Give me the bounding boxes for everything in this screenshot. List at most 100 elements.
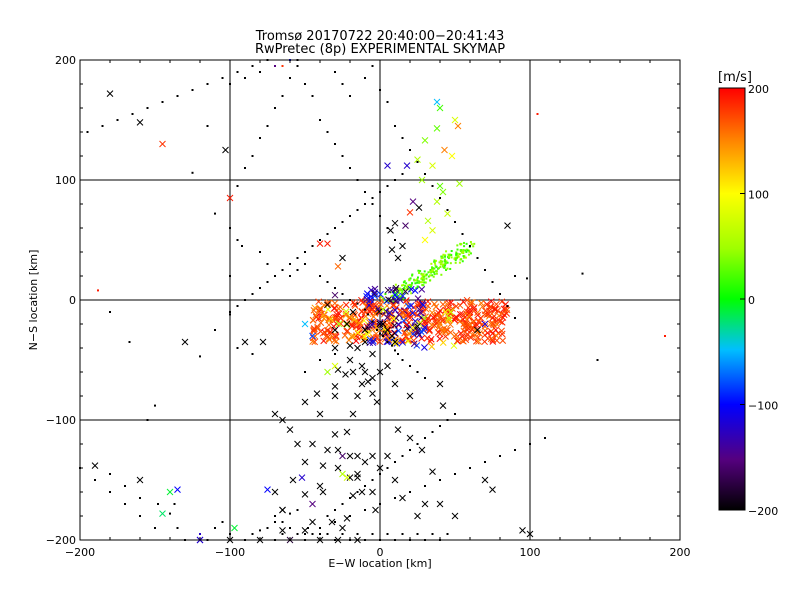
data-point [336,303,344,311]
data-point [456,254,459,257]
data-point [349,95,351,97]
data-point [334,71,336,73]
data-point [191,171,194,174]
data-point [294,440,301,448]
data-point [519,527,526,534]
data-point [461,233,464,235]
data-point [506,305,509,307]
colorbar-ticks: 200 100 0 −100 −200 [740,83,778,518]
data-point [174,486,181,493]
data-point [469,252,472,255]
data-point [320,311,327,319]
data-point [429,468,436,475]
data-point [251,65,254,67]
data-point [421,344,428,351]
data-point [421,278,424,281]
data-point [279,506,286,514]
data-point [388,286,395,294]
data-point [451,314,459,322]
data-point [350,316,358,323]
data-point [466,306,474,313]
data-point [436,500,444,508]
y-tick-label: 100 [55,174,76,187]
data-point [354,392,361,400]
data-point [365,329,373,337]
data-point [406,434,414,442]
data-point [487,303,494,310]
data-point [316,305,323,313]
data-point [236,185,239,187]
data-point [476,257,479,259]
data-point [429,314,437,321]
data-point [391,291,399,299]
data-point [146,419,149,421]
data-point [465,248,468,251]
grid [80,60,680,540]
data-point [471,331,479,339]
data-point [331,299,339,307]
data-point [483,300,491,308]
data-point [371,533,374,535]
data-point [386,185,389,187]
data-point [469,241,472,244]
data-point [266,263,269,265]
data-point [425,273,428,276]
data-point [414,328,421,335]
data-point [304,251,306,253]
data-point [459,298,467,306]
data-point [403,162,411,169]
data-point [311,95,314,97]
data-point [341,293,344,295]
data-point [363,290,371,297]
data-point [271,410,279,418]
data-point [469,298,476,306]
data-point [331,291,339,299]
data-point [406,392,414,400]
data-point [411,273,414,276]
data-point [465,242,468,245]
data-point [376,464,384,472]
data-point [349,515,351,517]
data-point [422,276,425,279]
data-point [304,533,306,535]
data-point [410,284,413,287]
data-point [319,533,321,535]
data-point [296,257,299,259]
data-point [154,527,156,529]
data-point [335,320,343,328]
data-point [434,262,437,265]
data-point [399,289,402,292]
data-point [440,273,443,276]
data-point [348,332,355,340]
data-point [326,233,329,235]
data-point [410,292,413,295]
data-point [343,474,351,481]
data-point [436,380,444,388]
data-point [312,311,320,319]
data-point [391,338,399,346]
data-point [499,337,507,345]
data-point [469,467,471,469]
data-point [476,330,483,337]
data-point [346,342,354,349]
data-point [433,312,441,320]
data-point [411,317,419,325]
data-point [481,476,489,484]
data-point [429,270,432,273]
data-point [386,101,389,103]
data-point [229,83,231,85]
data-point [409,285,412,288]
data-point [334,464,342,472]
data-point [424,173,426,175]
data-point [411,287,419,295]
data-point [319,462,327,469]
data-point [436,307,444,315]
data-point [309,332,316,340]
data-point [331,383,339,390]
data-point [346,356,354,364]
data-point [324,301,331,309]
data-point [386,309,393,317]
data-point [416,161,419,163]
data-point [470,243,473,246]
data-point [402,284,405,287]
